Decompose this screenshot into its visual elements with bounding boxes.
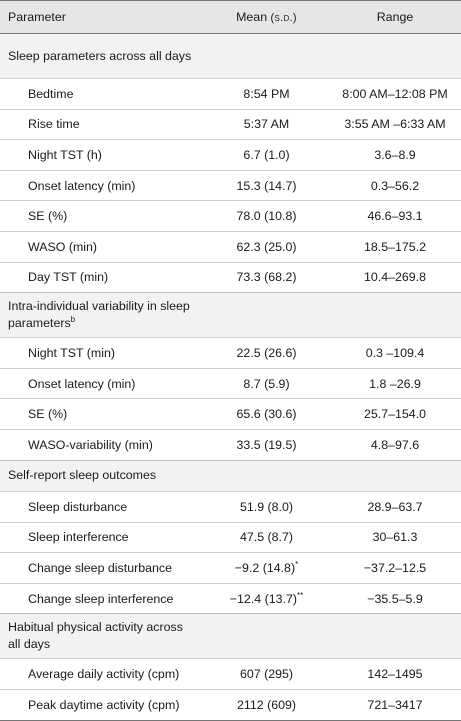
row-label: Average daily activity (cpm) <box>0 658 204 690</box>
table-row: Night TST (min) 22.5 (26.6) 0.3 –109.4 <box>0 337 461 369</box>
row-label: Bedtime <box>0 78 204 110</box>
section-header: Sleep parameters across all days <box>0 33 461 79</box>
section-title: Self-report sleep outcomes <box>0 459 461 492</box>
section-title: Sleep parameters across all days <box>0 33 461 79</box>
row-range: 46.6–93.1 <box>329 200 461 232</box>
header-mean-label: Mean <box>236 10 268 24</box>
row-label: Night TST (min) <box>0 337 204 369</box>
table-row: SE (%) 65.6 (30.6) 25.7–154.0 <box>0 398 461 430</box>
row-label: Night TST (h) <box>0 139 204 171</box>
row-mean: −9.2 (14.8)* <box>204 552 329 584</box>
row-range: 0.3 –109.4 <box>329 337 461 369</box>
section-title-label: Intra-individual variability in sleep pa… <box>8 299 190 331</box>
row-label: SE (%) <box>0 398 204 430</box>
table-row: SE (%) 78.0 (10.8) 46.6–93.1 <box>0 200 461 232</box>
row-label: WASO (min) <box>0 230 204 263</box>
row-label: Onset latency (min) <box>0 367 204 399</box>
header-mean-sd: (s.d.) <box>270 12 297 24</box>
table-row: WASO-variability (min) 33.5 (19.5) 4.8–9… <box>0 428 461 461</box>
row-label: WASO-variability (min) <box>0 428 204 461</box>
row-mean: 5:37 AM <box>204 108 329 140</box>
table-row: Onset latency (min) 8.7 (5.9) 1.8 –26.9 <box>0 367 461 399</box>
row-range: 10.4–269.8 <box>329 261 461 293</box>
table-row: WASO (min) 62.3 (25.0) 18.5–175.2 <box>0 230 461 263</box>
header-range: Range <box>329 0 461 34</box>
row-mean: 33.5 (19.5) <box>204 428 329 461</box>
row-range: 3:55 AM –6:33 AM <box>329 108 461 140</box>
table-row: Sleep interference 47.5 (8.7) 30–61.3 <box>0 521 461 553</box>
row-mean: 2112 (609) <box>204 689 329 721</box>
row-label: Rise time <box>0 108 204 140</box>
row-range: 0.3–56.2 <box>329 169 461 201</box>
section-header: Habitual physical activity across all da… <box>0 613 461 659</box>
row-label: Onset latency (min) <box>0 169 204 201</box>
row-label: Sleep interference <box>0 521 204 553</box>
table-row: Sleep disturbance 51.9 (8.0) 28.9–63.7 <box>0 491 461 523</box>
row-mean: 62.3 (25.0) <box>204 230 329 263</box>
header-mean: Mean (s.d.) <box>204 0 329 34</box>
row-range: 4.8–97.6 <box>329 428 461 461</box>
section-title: Habitual physical activity across all da… <box>0 613 461 659</box>
row-label: Change sleep disturbance <box>0 552 204 584</box>
row-range: 25.7–154.0 <box>329 398 461 430</box>
row-label: Sleep disturbance <box>0 491 204 523</box>
table-row: Change sleep interference −12.4 (13.7)**… <box>0 582 461 614</box>
row-range: −35.5–5.9 <box>329 582 461 614</box>
table-row: Night TST (h) 6.7 (1.0) 3.6–8.9 <box>0 139 461 171</box>
table-row: Day TST (min) 73.3 (68.2) 10.4–269.8 <box>0 261 461 293</box>
table-row: Average daily activity (cpm) 607 (295) 1… <box>0 658 461 690</box>
row-mean-value: −9.2 (14.8) <box>234 561 296 576</box>
footnote-marker: b <box>70 315 76 325</box>
row-range: 30–61.3 <box>329 521 461 553</box>
section-header: Self-report sleep outcomes <box>0 459 461 492</box>
row-mean-value: −12.4 (13.7) <box>229 591 297 606</box>
table-row: Rise time 5:37 AM 3:55 AM –6:33 AM <box>0 108 461 140</box>
section-title-text: Sleep parameters across all days <box>8 48 192 63</box>
row-range: 1.8 –26.9 <box>329 367 461 399</box>
row-range: 18.5–175.2 <box>329 230 461 263</box>
row-range: 142–1495 <box>329 658 461 690</box>
row-range: 3.6–8.9 <box>329 139 461 171</box>
row-mean: 78.0 (10.8) <box>204 200 329 232</box>
significance-marker: * <box>295 560 299 570</box>
section-title-text: Habitual physical activity across all da… <box>8 620 183 652</box>
row-label: Change sleep interference <box>0 582 204 614</box>
row-label: Day TST (min) <box>0 261 204 293</box>
table-row: Bedtime 8:54 PM 8:00 AM–12:08 PM <box>0 78 461 110</box>
table-row: Peak daytime activity (cpm) 2112 (609) 7… <box>0 689 461 721</box>
row-mean: 8.7 (5.9) <box>204 367 329 399</box>
row-mean: 65.6 (30.6) <box>204 398 329 430</box>
row-range: 28.9–63.7 <box>329 491 461 523</box>
row-mean: 607 (295) <box>204 658 329 690</box>
section-header: Intra-individual variability in sleep pa… <box>0 292 461 338</box>
table-row: Onset latency (min) 15.3 (14.7) 0.3–56.2 <box>0 169 461 201</box>
row-range: −37.2–12.5 <box>329 552 461 584</box>
table-row: Change sleep disturbance −9.2 (14.8)* −3… <box>0 552 461 584</box>
row-label: Peak daytime activity (cpm) <box>0 689 204 721</box>
row-mean: 73.3 (68.2) <box>204 261 329 293</box>
row-mean: 47.5 (8.7) <box>204 521 329 553</box>
significance-marker: ** <box>296 590 304 600</box>
row-mean: 8:54 PM <box>204 78 329 110</box>
row-mean: 51.9 (8.0) <box>204 491 329 523</box>
row-mean: 15.3 (14.7) <box>204 169 329 201</box>
section-title: Intra-individual variability in sleep pa… <box>0 292 461 338</box>
header-row: Parameter Mean (s.d.) Range <box>0 0 461 34</box>
row-mean: −12.4 (13.7)** <box>204 582 329 614</box>
row-range: 8:00 AM–12:08 PM <box>329 78 461 110</box>
section-title-text: Intra-individual variability in sleep pa… <box>8 298 198 332</box>
header-parameter: Parameter <box>0 0 204 34</box>
row-mean: 6.7 (1.0) <box>204 139 329 171</box>
row-range: 721–3417 <box>329 689 461 721</box>
row-mean: 22.5 (26.6) <box>204 337 329 369</box>
row-label: SE (%) <box>0 200 204 232</box>
